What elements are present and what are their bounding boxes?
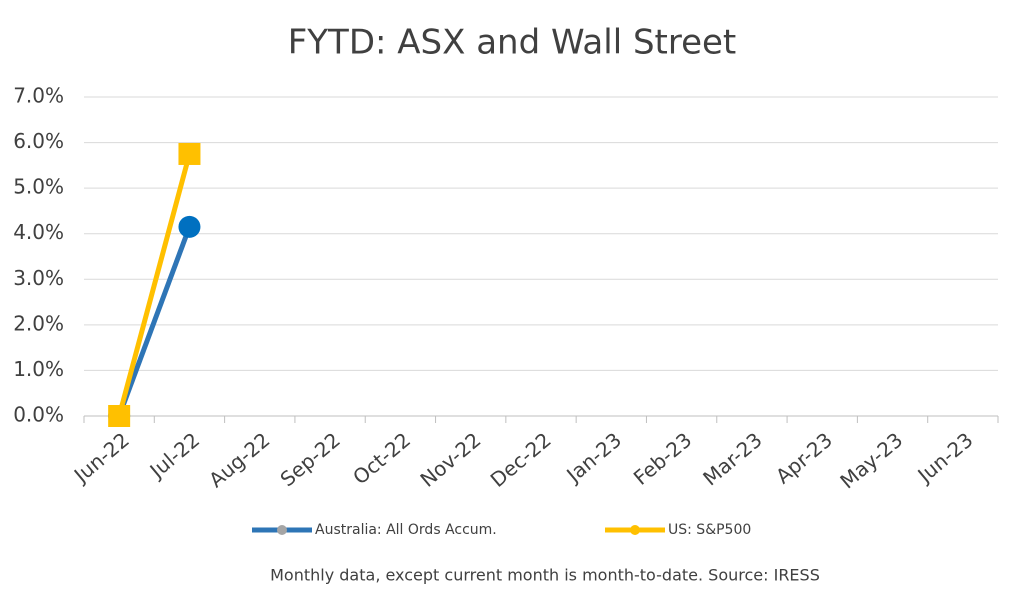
x-tick-label: Jun-22 xyxy=(68,428,134,489)
x-tick-label: Feb-23 xyxy=(629,428,697,490)
x-tick-label: Nov-22 xyxy=(415,428,485,492)
marker xyxy=(178,215,201,238)
y-tick-label: 7.0% xyxy=(13,84,64,108)
x-tick-label: May-23 xyxy=(835,428,907,494)
x-tick-label: Mar-23 xyxy=(698,428,766,491)
x-tick-label: Jan-23 xyxy=(560,428,626,488)
y-tick-label: 2.0% xyxy=(13,311,64,335)
x-tick-label: Aug-22 xyxy=(204,428,274,492)
legend-label: US: S&P500 xyxy=(668,522,751,538)
x-tick-label: Apr-23 xyxy=(771,428,837,489)
chart-title: FYTD: ASX and Wall Street xyxy=(288,23,737,63)
y-tick-label: 1.0% xyxy=(13,357,64,381)
marker xyxy=(108,405,131,427)
series-line xyxy=(116,226,192,417)
x-tick-label: Dec-22 xyxy=(486,428,556,492)
y-tick-label: 5.0% xyxy=(13,175,64,199)
x-tick-label: Jul-22 xyxy=(144,428,204,484)
x-tick-label: Jun-23 xyxy=(912,428,978,489)
x-tick-label: Sep-22 xyxy=(275,428,344,492)
y-tick-label: 3.0% xyxy=(13,266,64,290)
marker xyxy=(178,142,201,165)
y-tick-label: 4.0% xyxy=(13,220,64,244)
legend-marker xyxy=(630,525,640,535)
series-line xyxy=(116,153,192,417)
legend-marker xyxy=(277,525,287,535)
y-tick-label: 6.0% xyxy=(13,129,64,153)
legend-label: Australia: All Ords Accum. xyxy=(315,522,497,538)
x-tick-label: Oct-22 xyxy=(348,428,415,490)
footnote: Monthly data, except current month is mo… xyxy=(270,566,820,585)
y-tick-label: 0.0% xyxy=(13,403,64,427)
